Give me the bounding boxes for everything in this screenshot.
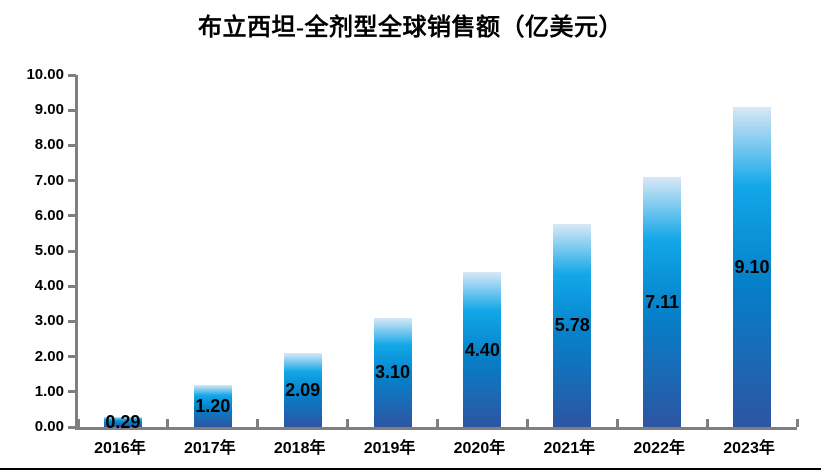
bar-value-label: 9.10 xyxy=(734,256,770,277)
x-axis-tick xyxy=(705,419,709,427)
y-axis-tick xyxy=(68,284,76,288)
bar xyxy=(103,416,142,427)
x-axis-labels: 2016年 2017年 2018年 2019年 2020年 2021年 2022年 2023年 xyxy=(75,439,794,463)
y-axis-tick xyxy=(68,214,76,218)
x-axis-tick xyxy=(346,419,350,427)
bar-value-label: 0.29 xyxy=(105,411,141,432)
chart-title: 布立西坦-全剂型全球销售额（亿美元） xyxy=(198,15,623,41)
y-axis-tick-label: 6.00 xyxy=(34,206,64,224)
x-axis-tick xyxy=(166,419,170,427)
x-axis-tick xyxy=(615,419,619,427)
x-axis-category-label: 2018年 xyxy=(273,440,326,457)
x-axis-category-label: 2023年 xyxy=(723,440,775,457)
bar xyxy=(463,272,502,427)
bar xyxy=(373,317,412,427)
y-axis-tick xyxy=(68,108,76,112)
bottom-border-line xyxy=(0,468,821,470)
bar xyxy=(733,106,772,427)
x-axis-category-label: 2022年 xyxy=(633,440,685,457)
y-axis-tick-label: 1.00 xyxy=(34,382,64,400)
y-axis-tick xyxy=(68,179,76,183)
y-axis-tick xyxy=(68,355,76,359)
y-axis-tick-label: 7.00 xyxy=(34,171,64,189)
y-axis-tick-label: 0.00 xyxy=(34,418,64,435)
bar-value-label: 2.09 xyxy=(285,380,321,401)
bar xyxy=(553,223,592,427)
y-axis-tick-label: 10.00 xyxy=(26,66,64,83)
bar xyxy=(643,176,682,427)
y-axis-tick-label: 9.00 xyxy=(34,101,64,119)
y-axis-tick xyxy=(68,319,76,323)
y-axis-tick-label: 2.00 xyxy=(34,347,64,365)
bar-value-label: 4.40 xyxy=(464,339,500,360)
plot-area: 0.00 1.00 2.00 3.00 4.00 5.00 6.00 7.00 8.00 9.00… xyxy=(26,66,799,435)
y-axis-tick-label: 3.00 xyxy=(34,312,64,330)
bar xyxy=(193,384,232,427)
y-axis-tick xyxy=(68,390,76,394)
x-axis-category-label: 2016年 xyxy=(94,440,146,457)
y-axis-tick-label: 8.00 xyxy=(34,136,64,154)
y-axis-tick-label: 4.00 xyxy=(34,277,64,295)
bar-value-label: 7.11 xyxy=(645,291,680,312)
x-axis-tick xyxy=(525,419,529,427)
x-axis-tick xyxy=(256,419,260,427)
x-axis-category-label: 2020年 xyxy=(453,440,506,457)
x-axis-tick xyxy=(795,419,799,427)
x-axis-tick xyxy=(436,419,439,427)
bar-value-label: 5.78 xyxy=(554,315,590,336)
bar-value-label: 3.10 xyxy=(375,362,411,383)
bar xyxy=(283,353,322,427)
y-axis-tick xyxy=(68,425,76,429)
y-axis-tick-label: 5.00 xyxy=(34,242,64,259)
x-axis-category-label: 2021年 xyxy=(543,440,596,457)
bar-value-label: 1.20 xyxy=(195,395,231,416)
x-axis-category-label: 2017年 xyxy=(184,440,236,457)
y-axis-tick xyxy=(68,249,76,253)
x-axis-category-label: 2019年 xyxy=(363,440,416,457)
y-axis-tick xyxy=(68,143,76,147)
x-axis-tick xyxy=(76,419,80,427)
y-axis-tick xyxy=(68,73,76,77)
